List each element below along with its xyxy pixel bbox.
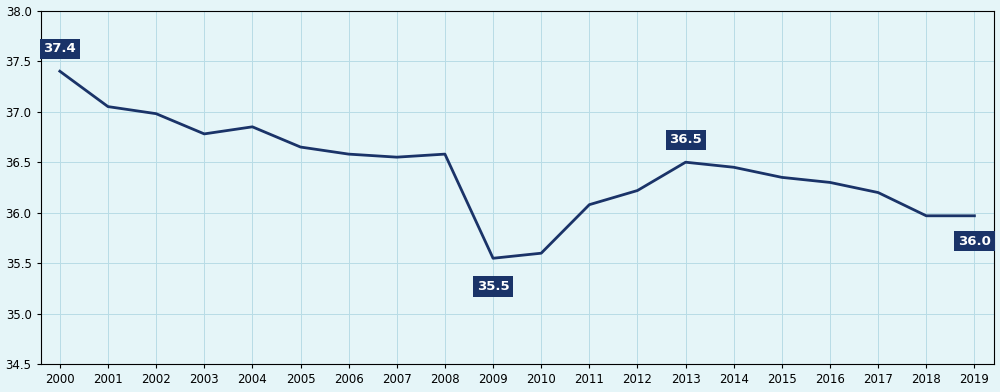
Text: 37.4: 37.4 — [43, 42, 76, 56]
Text: 35.5: 35.5 — [477, 280, 509, 293]
Text: 36.5: 36.5 — [669, 133, 702, 147]
Text: 36.0: 36.0 — [958, 234, 991, 248]
